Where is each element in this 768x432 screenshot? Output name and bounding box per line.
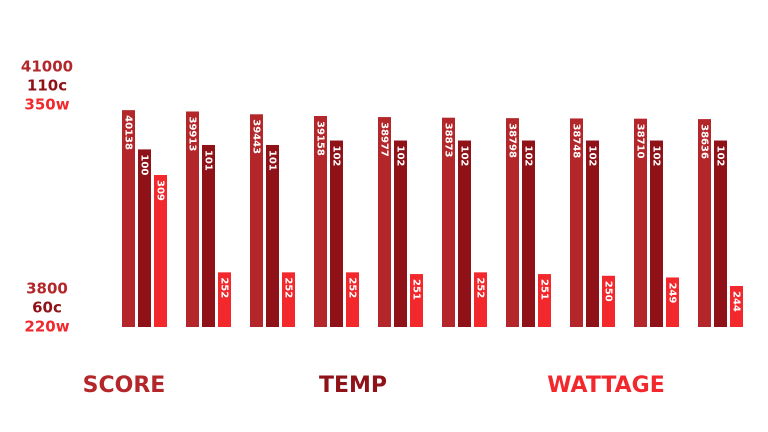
bar: [218, 272, 231, 327]
value-label: 39158: [315, 121, 326, 156]
bar: [522, 140, 535, 327]
bar: [154, 175, 167, 327]
bar: [378, 117, 391, 327]
value-label: 250: [603, 281, 614, 302]
bar: [714, 140, 727, 327]
y-tick-label: 350w: [24, 96, 69, 114]
value-label: 100: [139, 154, 150, 175]
value-label: 252: [475, 277, 486, 298]
value-label: 249: [667, 282, 678, 303]
value-label: 309: [155, 180, 166, 201]
value-label: 244: [731, 291, 742, 312]
value-label: 252: [219, 277, 230, 298]
value-label: 38873: [443, 123, 454, 158]
legend-label: SCORE: [83, 373, 166, 398]
value-label: 101: [203, 150, 214, 171]
y-tick-label: 110c: [27, 77, 67, 95]
bar: [202, 144, 215, 327]
bar: [586, 140, 599, 327]
value-label: 38710: [635, 124, 646, 159]
legend-label: WATTAGE: [547, 373, 665, 398]
value-label: 102: [331, 146, 342, 167]
bar: [458, 140, 471, 327]
value-label: 102: [715, 146, 726, 167]
bar: [474, 272, 487, 327]
value-label: 102: [395, 146, 406, 167]
bar: [330, 140, 343, 327]
value-label: 251: [539, 279, 550, 300]
y-tick-label: 3800: [26, 280, 68, 298]
bar: [410, 274, 423, 327]
value-label: 252: [283, 277, 294, 298]
bar: [602, 275, 615, 327]
bar: [506, 118, 519, 328]
value-label: 38798: [507, 123, 518, 158]
value-label: 38977: [379, 122, 390, 157]
bar: [346, 272, 359, 327]
bar: [650, 140, 663, 327]
bar: [122, 110, 135, 327]
legend-label: TEMP: [319, 373, 387, 398]
bar: [730, 286, 743, 327]
value-label: 252: [347, 277, 358, 298]
bar: [394, 140, 407, 327]
bar: [538, 274, 551, 327]
bar: [138, 149, 151, 327]
bar: [698, 119, 711, 327]
value-label: 102: [459, 146, 470, 167]
bar: [570, 118, 583, 327]
y-tick-label: 220w: [24, 318, 69, 336]
value-label: 102: [587, 146, 598, 167]
bar: [666, 277, 679, 327]
bar: [442, 117, 455, 327]
bar: [266, 144, 279, 327]
value-label: 39913: [187, 116, 198, 151]
y-tick-label: 41000: [21, 58, 73, 76]
value-label: 102: [651, 146, 662, 167]
bar: [186, 111, 199, 327]
value-label: 40138: [123, 115, 134, 150]
value-label: 102: [523, 146, 534, 167]
value-label: 251: [411, 279, 422, 300]
y-tick-label: 60c: [32, 299, 62, 317]
value-label: 38748: [571, 123, 582, 158]
bar: [634, 118, 647, 327]
value-label: 39443: [251, 119, 262, 154]
value-label: 38636: [699, 124, 710, 159]
value-label: 101: [267, 150, 278, 171]
bar: [282, 272, 295, 327]
bar: [250, 114, 263, 327]
bar: [314, 115, 327, 327]
